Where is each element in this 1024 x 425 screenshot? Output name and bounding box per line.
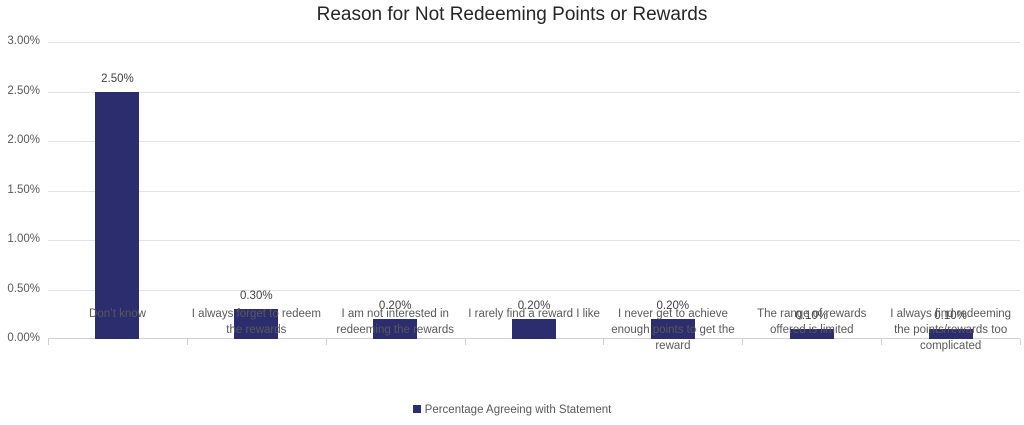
data-label: 0.20% [378,300,412,313]
gridline [48,91,1020,93]
bar [789,329,834,339]
bar [512,319,556,339]
x-tick-label: I rarely find a reward I like [468,308,600,320]
y-tick-label: 0.50% [7,282,40,295]
x-tick [464,339,466,345]
bar [373,319,418,339]
legend-swatch [412,405,421,413]
x-tick [1020,339,1021,345]
legend: Percentage Agreeing with Statement [0,404,1024,416]
gridline [48,190,1020,192]
y-tick-label: 2.00% [7,134,40,146]
gridline [48,42,1020,43]
y-tick-label: 1.50% [7,183,40,196]
plot-area: 0.00% 0.50% 1.00% 1.50% 2.00% 2.50% 3.00% 2.50%… [7,35,1021,345]
chart-title: Reason for Not Redeeming Points or Rewar… [316,4,708,25]
x-tick-label: I am not interested in redeeming the rew… [336,308,455,336]
data-label: 0.10% [934,310,967,323]
gridline [48,141,1020,142]
legend-label: Percentage Agreeing with Statement [424,404,612,416]
y-tick-label: 0.00% [7,332,40,344]
y-tick-label: 2.50% [7,84,40,97]
data-label: 0.20% [517,300,551,313]
data-label: 0.20% [656,300,690,313]
gridline [48,289,1020,291]
x-tick [742,339,744,345]
x-tick-label: I always forget to redeem the rewards [191,308,321,336]
x-tick [325,339,327,345]
x-tick-label: Don’t know [89,308,146,320]
x-tick [48,339,49,345]
bar [234,309,279,339]
x-tick [186,339,188,345]
data-label: 2.50% [101,72,134,85]
x-tick-label: I never get to achieve enough points to … [611,308,735,352]
bar [928,329,973,339]
y-tick-label: 1.00% [7,233,40,245]
x-tick [881,339,883,345]
x-tick-label: I always find redeeming the points/rewar… [890,308,1012,352]
y-tick-label: 3.00% [7,35,40,47]
data-label: 0.30% [239,290,273,303]
bar [650,319,695,339]
bar [95,91,140,339]
gridline [48,240,1020,241]
x-tick-label: The range of rewards offered is limited [757,308,867,336]
data-label: 0.10% [795,310,828,323]
x-tick [603,339,605,345]
